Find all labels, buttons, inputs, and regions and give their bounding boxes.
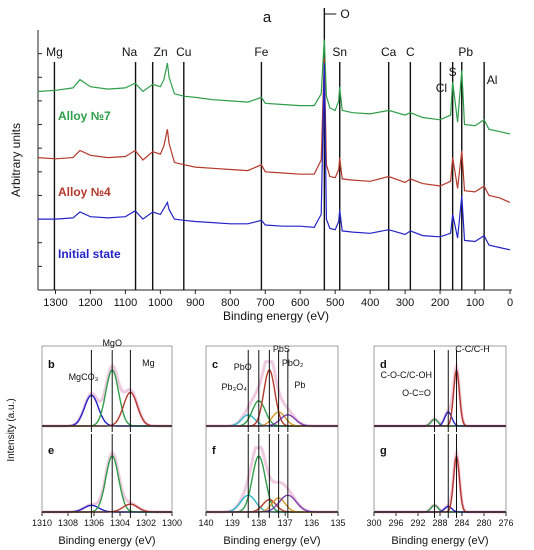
detail-panel: 1310 1308 1306 1304 1302 1300 Binding energy (…	[6, 338, 182, 547]
detail-x-tick-label: 292	[410, 518, 425, 528]
detail-x-axis-label: Binding energy (eV)	[391, 535, 488, 547]
detail-x-tick-label: 1308	[58, 518, 78, 528]
detail-y-axis-label: Intensity (a.u.)	[6, 398, 17, 461]
peak-label: PbO₂	[282, 358, 304, 368]
survey-x-tick-label: 200	[431, 297, 449, 309]
detail-x-tick-label: 300	[366, 518, 381, 528]
subpanel-label: e	[48, 445, 54, 457]
peak-label: Pb	[294, 380, 305, 390]
peak-label: Pb₃O₄	[222, 382, 248, 392]
survey-x-tick-label: 800	[221, 297, 239, 309]
element-label-mg: Mg	[46, 45, 63, 59]
envelope-fit-line	[206, 360, 338, 428]
element-label-na: Na	[122, 45, 138, 59]
subpanel-label: d	[380, 359, 387, 371]
envelope-fit-line	[206, 446, 338, 514]
detail-x-tick-label: 138	[251, 518, 266, 528]
survey-series-label: Alloy №4	[58, 185, 111, 199]
detail-panel-frame	[205, 345, 339, 513]
survey-x-tick-label: 100	[466, 297, 484, 309]
detail-x-tick-label: 136	[304, 518, 319, 528]
survey-x-tick-label: 300	[396, 297, 414, 309]
detail-x-tick-label: 139	[225, 518, 240, 528]
detail-x-tick-label: 1302	[136, 518, 156, 528]
detail-x-tick-label: 137	[278, 518, 293, 528]
element-label-sn: Sn	[332, 45, 347, 59]
element-label-ca: Ca	[381, 45, 397, 59]
detail-x-tick-label: 296	[388, 518, 403, 528]
detail-x-tick-label: 1300	[162, 518, 182, 528]
element-label-c: C	[406, 45, 415, 59]
survey-series-line	[37, 39, 511, 135]
detail-x-tick-label: 1306	[84, 518, 104, 528]
detail-x-axis-label: Binding energy (eV)	[223, 535, 320, 547]
survey-x-tick-label: 400	[361, 297, 379, 309]
detail-x-tick-label: 284	[454, 518, 469, 528]
detail-x-tick-label: 280	[476, 518, 491, 528]
survey-x-tick-label: 1300	[43, 297, 67, 309]
survey-x-tick-label: 1200	[78, 297, 102, 309]
survey-x-tick-label: 500	[326, 297, 344, 309]
element-label-al: Al	[487, 73, 498, 87]
detail-x-tick-label: 1304	[110, 518, 130, 528]
peak-label: MgCO₃	[69, 372, 99, 382]
envelope-fit-line	[374, 447, 506, 514]
subpanel-label: f	[212, 445, 216, 457]
detail-panel-frame	[41, 345, 173, 513]
component-peak-mg	[42, 391, 172, 427]
survey-x-axis-label: Binding energy (eV)	[223, 309, 329, 323]
envelope-fit-line	[42, 363, 172, 428]
survey-x-tick-label: 1100	[114, 297, 138, 309]
peak-label: Mg	[142, 358, 155, 368]
detail-x-tick-label: 276	[498, 518, 513, 528]
detail-panel: 140 139 138 137 136 135 Binding energy (eV) c Pb…	[198, 344, 345, 547]
element-label-zn: Zn	[154, 45, 168, 59]
survey-x-tick-label: 600	[291, 297, 309, 309]
envelope-fit-line	[42, 450, 172, 514]
survey-series-line	[37, 58, 511, 204]
peak-label: PbO	[234, 362, 252, 372]
subpanel-label: g	[380, 445, 387, 457]
peak-label: C-O-C/C-OH	[381, 370, 433, 380]
survey-x-tick-label: 900	[186, 297, 204, 309]
survey-y-axis-label: Arbitrary units	[9, 123, 23, 197]
detail-x-tick-label: 1310	[32, 518, 52, 528]
component-peak-mgco3	[42, 394, 172, 427]
subpanel-label: b	[48, 359, 55, 371]
survey-series-line	[38, 63, 511, 251]
survey-spectrum-panel: a Arbitrary units Binding energy (eV) 13…	[9, 7, 513, 323]
element-label-cu: Cu	[176, 45, 191, 59]
element-label-s: S	[449, 65, 457, 79]
element-label-o: O	[340, 7, 349, 21]
subpanel-label: c	[212, 359, 218, 371]
survey-panel-label: a	[263, 9, 272, 26]
detail-x-tick-label: 288	[432, 518, 447, 528]
component-peak-c-c-c-h	[374, 453, 506, 513]
element-label-cl: Cl	[436, 81, 447, 95]
peak-label: MgO	[102, 338, 122, 348]
peak-label: PbS	[273, 344, 290, 354]
survey-x-tick-label: 700	[256, 297, 274, 309]
detail-panel: 300 296 292 288 284 280 276 Binding energy (eV)…	[366, 344, 513, 547]
survey-x-tick-label: 0	[507, 297, 513, 309]
element-label-pb: Pb	[458, 45, 473, 59]
survey-series-label: Alloy №7	[58, 109, 111, 123]
peak-label: C-C/C-H	[455, 344, 490, 354]
component-peak-pbo	[206, 400, 338, 427]
component-peak-pbo2	[206, 411, 338, 427]
detail-x-axis-label: Binding energy (eV)	[58, 535, 155, 547]
survey-x-tick-label: 1000	[148, 297, 172, 309]
survey-series-label: Initial state	[58, 247, 121, 261]
element-label-fe: Fe	[254, 45, 268, 59]
peak-label: O-C=O	[402, 388, 431, 398]
detail-x-tick-label: 135	[330, 518, 345, 528]
detail-x-tick-label: 140	[198, 518, 213, 528]
